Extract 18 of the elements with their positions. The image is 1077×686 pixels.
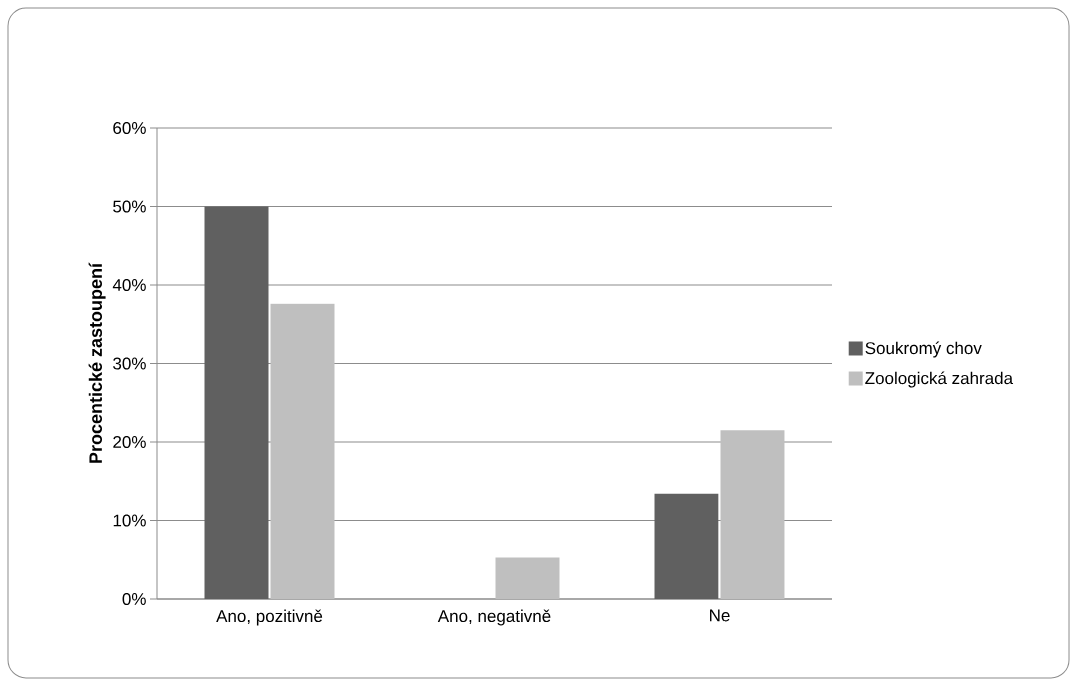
legend-label: Zoologická zahrada bbox=[865, 371, 1014, 388]
y-tick-label: 40% bbox=[112, 278, 146, 292]
bar bbox=[270, 303, 335, 599]
bar bbox=[495, 557, 560, 599]
bar bbox=[720, 430, 785, 599]
x-tick-label: Ano, negativně bbox=[437, 609, 551, 626]
legend-label: Soukromý chov bbox=[865, 341, 982, 358]
y-tick-label: 0% bbox=[122, 592, 146, 606]
y-tick-label: 60% bbox=[113, 121, 146, 135]
y-tick-label: 10% bbox=[113, 514, 146, 527]
x-tick-label: Ne bbox=[710, 609, 730, 622]
bar bbox=[654, 493, 719, 599]
y-tick-label: 50% bbox=[113, 200, 146, 213]
y-tick-label: 30% bbox=[113, 357, 146, 370]
bar bbox=[204, 206, 269, 599]
x-tick-label: Ano, pozitivně bbox=[216, 609, 323, 626]
y-axis-title: Procentické zastoupení bbox=[88, 262, 106, 463]
y-tick-label: 20% bbox=[113, 435, 146, 449]
